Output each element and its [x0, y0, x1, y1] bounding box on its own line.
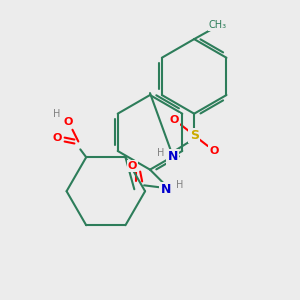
Text: S: S [190, 129, 199, 142]
Text: O: O [128, 161, 137, 171]
Text: CH₃: CH₃ [209, 20, 227, 30]
Text: O: O [52, 133, 62, 142]
Text: O: O [209, 146, 218, 156]
Text: H: H [53, 109, 60, 119]
Text: N: N [160, 183, 171, 196]
Text: N: N [167, 150, 178, 164]
Text: O: O [64, 117, 73, 127]
Text: H: H [157, 148, 164, 158]
Text: O: O [170, 115, 179, 124]
Text: H: H [176, 180, 183, 190]
